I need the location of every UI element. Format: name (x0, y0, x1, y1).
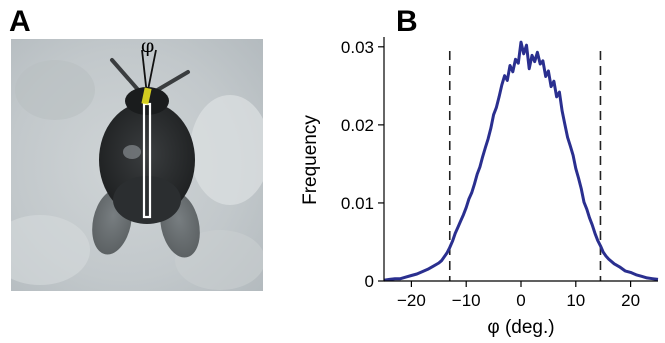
panel-a-letter: A (9, 5, 31, 38)
x-axis-label: φ (deg.) (487, 317, 554, 338)
y-tick-label: 0 (365, 272, 374, 291)
series-line (383, 40, 659, 282)
y-tick-label: 0.01 (341, 194, 374, 213)
bee-silhouette (92, 58, 200, 258)
x-tick-label: −10 (452, 291, 481, 310)
x-tick-label: −20 (397, 291, 426, 310)
reference-line-right (146, 49, 157, 96)
angle-symbol: φ (141, 35, 154, 57)
x-tick-label: 10 (566, 291, 585, 310)
x-tick-label: 0 (516, 291, 525, 310)
y-tick-label: 0.02 (341, 116, 374, 135)
angle-overlay (141, 49, 157, 219)
x-ticks: −20 −10 0 10 20 (397, 281, 640, 310)
y-ticks: 0 0.01 0.02 0.03 (341, 38, 384, 291)
bee-photo (11, 39, 263, 291)
head-marker (141, 87, 152, 105)
x-tick-label: 20 (621, 291, 640, 310)
panel-b-letter: B (396, 5, 418, 38)
y-tick-label: 0.03 (341, 38, 374, 57)
threshold-lines (448, 51, 602, 281)
y-axis-label: Frequency (300, 115, 321, 205)
chart: −20 −10 0 10 20 0 0.01 0.02 0.03 φ (deg.) Frequ… (300, 37, 659, 338)
reference-line-left (141, 49, 148, 96)
